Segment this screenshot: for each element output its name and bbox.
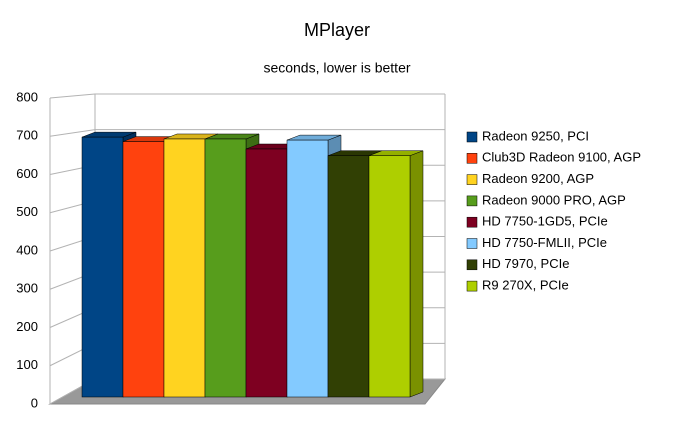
bar [163,138,206,398]
bar [286,139,329,398]
legend-label: HD 7750-FMLII, PCIe [482,235,607,250]
legend-label: Club3D Radeon 9100, AGP [482,150,641,165]
legend-swatch [466,174,478,185]
y-tick-label: 500 [16,204,38,219]
legend-swatch [466,131,478,143]
legend-label: HD 7970, PCIe [482,256,569,271]
legend-swatch [466,238,478,249]
bar [368,155,411,398]
bar-side [409,150,424,398]
legend-swatch [466,153,478,164]
y-tick-label: 800 [16,89,38,104]
y-tick-label: 100 [16,357,38,372]
legend-label: R9 270X, PCIe [482,278,569,293]
chart-title: MPlayer [304,20,370,40]
legend-label: HD 7750-1GD5, PCIe [482,214,608,229]
bar [81,136,124,398]
bar [122,141,165,398]
grid-line [49,93,445,99]
legend-label: Radeon 9200, AGP [482,171,594,186]
y-tick-label: 300 [16,281,38,296]
grid-line [49,129,445,137]
legend-swatch [466,195,478,207]
legend-swatch [466,280,478,292]
y-tick-label: 700 [16,128,38,143]
legend-label: Radeon 9000 PRO, AGP [482,192,626,207]
bar [245,148,288,398]
y-tick-label: 400 [16,242,38,257]
bar [327,155,370,398]
bar [204,138,247,398]
y-tick-label: 600 [16,166,38,181]
legend-swatch [466,259,478,271]
legend-swatch [466,216,478,228]
legend-label: Radeon 9250, PCI [482,128,589,143]
y-tick-label: 0 [31,395,38,410]
chart-subtitle: seconds, lower is better [263,60,410,76]
y-tick-label: 200 [16,319,38,334]
